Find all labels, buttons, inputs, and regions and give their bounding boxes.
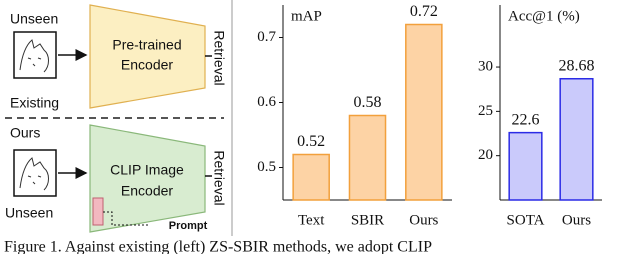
- label: Unseen: [10, 11, 58, 27]
- y-tick-label: 30: [478, 58, 493, 74]
- prompt-link: [103, 211, 150, 226]
- sketch-lines: [19, 157, 49, 191]
- sketch-lines: [19, 39, 49, 73]
- prompt-label: Prompt: [169, 220, 208, 232]
- chart-title: mAP: [291, 8, 322, 24]
- encoder-label: Encoder: [121, 57, 173, 73]
- y-tick-label: 0.7: [257, 29, 276, 45]
- diagram: Unseen Pre-trained Encoder Retrieval Exi…: [5, 0, 233, 236]
- encoder-label: Encoder: [121, 183, 173, 199]
- encoder: [89, 124, 206, 233]
- bar: [292, 153, 330, 201]
- encoder-label: Pre-trained: [112, 37, 181, 53]
- sketch: [13, 149, 57, 197]
- x-tick-label: SBIR: [351, 212, 384, 228]
- label: Ours: [10, 125, 40, 141]
- encoder-label: CLIP Image: [110, 162, 184, 178]
- retrieval-label: Retrieval: [211, 150, 227, 205]
- label: Existing: [10, 95, 59, 111]
- caption: Figure 1. Against existing (left) ZS-SBI…: [4, 239, 432, 254]
- value-label: 0.58: [354, 94, 382, 111]
- y-tick-label: 25: [478, 103, 493, 119]
- bar: [348, 114, 387, 201]
- prompt-token: [92, 197, 104, 226]
- y-tick-label: 0.5: [257, 159, 276, 175]
- label: Unseen: [5, 205, 53, 221]
- sketch: [13, 31, 57, 79]
- x-tick-label: Ours: [409, 212, 438, 228]
- encoder: [89, 4, 206, 109]
- chart-title: Acc@1 (%): [508, 8, 580, 24]
- value-label: 28.68: [559, 57, 595, 74]
- value-label: 0.72: [410, 3, 438, 20]
- x-tick-label: Text: [298, 212, 325, 228]
- bar: [559, 77, 594, 201]
- value-label: 22.6: [512, 111, 540, 128]
- value-label: 0.52: [297, 133, 325, 150]
- bar: [508, 131, 543, 201]
- x-tick-label: SOTA: [507, 212, 545, 228]
- x-tick-label: Ours: [562, 212, 591, 228]
- bar: [405, 23, 443, 201]
- y-tick-label: 0.6: [257, 94, 276, 110]
- y-tick-label: 20: [478, 147, 493, 163]
- retrieval-label: Retrieval: [211, 30, 227, 85]
